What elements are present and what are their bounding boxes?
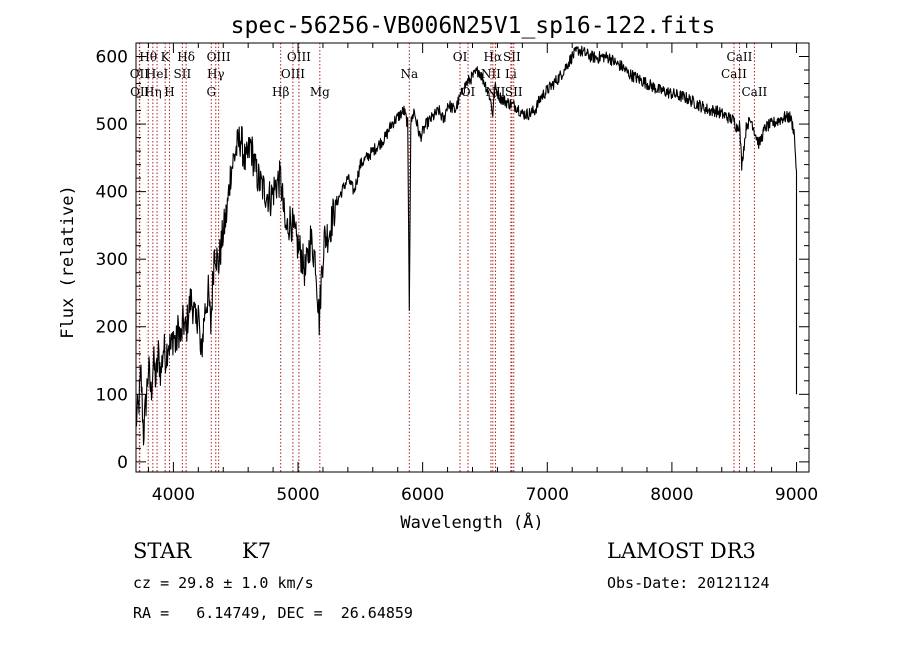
- x-tick-label: 4000: [152, 485, 195, 505]
- survey-label: LAMOST DR3: [607, 539, 756, 563]
- y-tick-label: 600: [96, 48, 128, 68]
- line-marker-label: K: [161, 50, 171, 64]
- x-tick-label: 8000: [650, 485, 693, 505]
- y-tick-label: 200: [96, 318, 128, 338]
- y-tick-label: 300: [96, 250, 128, 270]
- line-marker-label: Hη: [144, 85, 162, 99]
- line-marker-label: Hδ: [177, 50, 195, 64]
- class-label: STAR: [133, 539, 192, 563]
- x-tick-label: 5000: [276, 485, 319, 505]
- line-marker-label: Hα: [484, 50, 503, 64]
- x-axis: 4000 5000 6000 7000 8000 9000: [147, 43, 818, 505]
- line-marker-label: OII: [130, 67, 150, 81]
- x-tick-label: 9000: [775, 485, 818, 505]
- y-tick-label: 400: [96, 183, 128, 203]
- y-tick-label: 500: [96, 115, 128, 135]
- plot-frame: [135, 42, 810, 473]
- line-marker-label: Li: [505, 67, 517, 81]
- line-marker-label: CaII: [727, 50, 753, 64]
- chart-title: spec-56256-VB006N25V1_sp16-122.fits: [231, 13, 716, 39]
- line-marker-label: OI: [453, 50, 468, 64]
- x-tick-label: 7000: [526, 485, 569, 505]
- subclass-label: K7: [242, 539, 272, 563]
- line-marker-label: NII: [481, 67, 501, 81]
- line-marker-label: Mg: [310, 85, 330, 99]
- line-marker-label: G: [206, 85, 216, 99]
- line-marker-label: Na: [400, 67, 418, 81]
- line-marker-label: SII: [505, 85, 523, 99]
- y-axis-label: Flux (relative): [58, 185, 78, 339]
- line-marker-label: OIII: [207, 50, 231, 64]
- line-marker-label: Hγ: [207, 67, 225, 81]
- line-marker-label: OIII: [281, 67, 305, 81]
- line-marker-label: CaII: [741, 85, 767, 99]
- x-axis-label: Wavelength (Å): [400, 511, 543, 533]
- line-marker-label: HeI: [146, 67, 169, 81]
- line-markers: OIIOIIHθHηHeIKHSIIHδGHγOIIIHβOIIIOIIIMgN…: [130, 43, 768, 472]
- redshift-readout: cz = 29.8 ± 1.0 km/s: [133, 574, 314, 592]
- line-marker-label: OI: [461, 85, 476, 99]
- line-marker-label: OII: [130, 85, 150, 99]
- x-tick-label: 6000: [401, 485, 444, 505]
- spectrum-line: [135, 45, 798, 446]
- line-marker-label: H: [164, 85, 174, 99]
- line-marker-label: Hβ: [272, 85, 289, 99]
- line-marker-label: SII: [503, 50, 521, 64]
- line-marker-label: CaII: [721, 67, 747, 81]
- y-tick-label: 0: [117, 453, 128, 473]
- obs-date: Obs-Date: 20121124: [607, 574, 770, 592]
- line-marker-label: SII: [174, 67, 192, 81]
- coordinates: RA = 6.14749, DEC = 26.64859: [133, 604, 413, 622]
- y-tick-label: 100: [96, 385, 128, 405]
- line-marker-label: OIII: [287, 50, 311, 64]
- y-axis: 0 100 200 300 400 500 600: [96, 48, 809, 473]
